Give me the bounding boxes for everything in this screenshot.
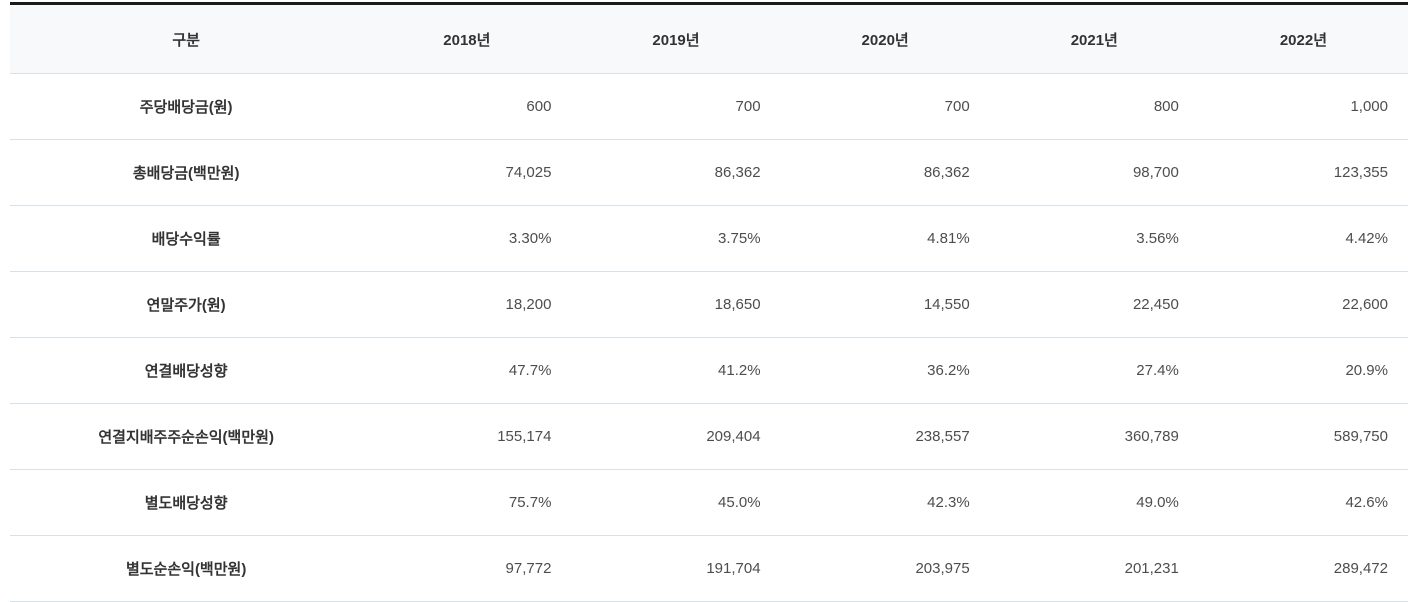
table-row-dividend-yield: 배당수익률 3.30% 3.75% 4.81% 3.56% 4.42% bbox=[10, 205, 1408, 272]
row-label: 주당배당금(원) bbox=[10, 73, 363, 140]
column-header-2022: 2022년 bbox=[1198, 3, 1408, 74]
cell-value: 700 bbox=[571, 73, 781, 140]
cell-value: 27.4% bbox=[989, 337, 1199, 404]
table-row-separate-net-income: 별도순손익(백만원) 97,772 191,704 203,975 201,23… bbox=[10, 535, 1408, 602]
cell-value: 97,772 bbox=[362, 535, 572, 602]
table-row-consolidated-net-income: 연결지배주주순손익(백만원) 155,174 209,404 238,557 3… bbox=[10, 403, 1408, 470]
row-label: 별도배당성향 bbox=[10, 469, 363, 536]
cell-value: 18,200 bbox=[362, 271, 572, 338]
row-label: 연결배당성향 bbox=[10, 337, 363, 404]
table-row-total-dividends: 총배당금(백만원) 74,025 86,362 86,362 98,700 12… bbox=[10, 139, 1408, 206]
cell-value: 42.6% bbox=[1198, 469, 1408, 536]
cell-value: 3.75% bbox=[571, 205, 781, 272]
cell-value: 209,404 bbox=[571, 403, 781, 470]
cell-value: 360,789 bbox=[989, 403, 1199, 470]
table-row-separate-payout: 별도배당성향 75.7% 45.0% 42.3% 49.0% 42.6% bbox=[10, 469, 1408, 536]
row-label: 총배당금(백만원) bbox=[10, 139, 363, 206]
cell-value: 22,600 bbox=[1198, 271, 1408, 338]
cell-value: 201,231 bbox=[989, 535, 1199, 602]
cell-value: 47.7% bbox=[362, 337, 572, 404]
cell-value: 41.2% bbox=[571, 337, 781, 404]
cell-value: 203,975 bbox=[780, 535, 990, 602]
cell-value: 1,000 bbox=[1198, 73, 1408, 140]
column-header-category: 구분 bbox=[10, 3, 363, 74]
column-header-2018: 2018년 bbox=[362, 3, 572, 74]
cell-value: 191,704 bbox=[571, 535, 781, 602]
cell-value: 238,557 bbox=[780, 403, 990, 470]
row-label: 연말주가(원) bbox=[10, 271, 363, 338]
cell-value: 98,700 bbox=[989, 139, 1199, 206]
cell-value: 123,355 bbox=[1198, 139, 1408, 206]
cell-value: 42.3% bbox=[780, 469, 990, 536]
cell-value: 800 bbox=[989, 73, 1199, 140]
cell-value: 600 bbox=[362, 73, 572, 140]
cell-value: 3.30% bbox=[362, 205, 572, 272]
row-label: 별도순손익(백만원) bbox=[10, 535, 363, 602]
table-row-consolidated-payout: 연결배당성향 47.7% 41.2% 36.2% 27.4% 20.9% bbox=[10, 337, 1408, 404]
cell-value: 4.42% bbox=[1198, 205, 1408, 272]
table-row-year-end-price: 연말주가(원) 18,200 18,650 14,550 22,450 22,6… bbox=[10, 271, 1408, 338]
cell-value: 20.9% bbox=[1198, 337, 1408, 404]
column-header-2021: 2021년 bbox=[989, 3, 1199, 74]
cell-value: 4.81% bbox=[780, 205, 990, 272]
cell-value: 289,472 bbox=[1198, 535, 1408, 602]
cell-value: 155,174 bbox=[362, 403, 572, 470]
column-header-2019: 2019년 bbox=[571, 3, 781, 74]
cell-value: 86,362 bbox=[780, 139, 990, 206]
cell-value: 74,025 bbox=[362, 139, 572, 206]
cell-value: 86,362 bbox=[571, 139, 781, 206]
cell-value: 49.0% bbox=[989, 469, 1199, 536]
cell-value: 589,750 bbox=[1198, 403, 1408, 470]
table-header-row: 구분 2018년 2019년 2020년 2021년 2022년 bbox=[10, 3, 1408, 74]
row-label: 연결지배주주순손익(백만원) bbox=[10, 403, 363, 470]
cell-value: 14,550 bbox=[780, 271, 990, 338]
dividend-table: 구분 2018년 2019년 2020년 2021년 2022년 주당배당금(원… bbox=[10, 2, 1408, 602]
cell-value: 22,450 bbox=[989, 271, 1199, 338]
table-row-dividend-per-share: 주당배당금(원) 600 700 700 800 1,000 bbox=[10, 73, 1408, 140]
column-header-2020: 2020년 bbox=[780, 3, 990, 74]
row-label: 배당수익률 bbox=[10, 205, 363, 272]
cell-value: 36.2% bbox=[780, 337, 990, 404]
cell-value: 700 bbox=[780, 73, 990, 140]
cell-value: 45.0% bbox=[571, 469, 781, 536]
cell-value: 18,650 bbox=[571, 271, 781, 338]
cell-value: 3.56% bbox=[989, 205, 1199, 272]
cell-value: 75.7% bbox=[362, 469, 572, 536]
